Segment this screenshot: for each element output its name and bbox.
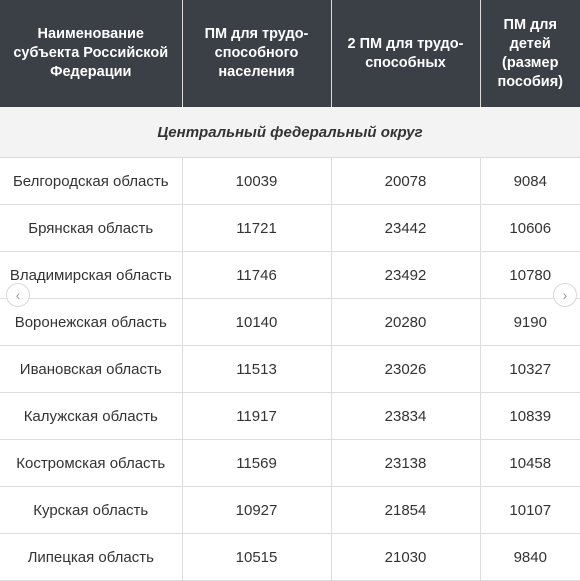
cell-region: Костромская область [0,439,183,487]
cell-pm-children: 9084 [480,157,580,205]
cell-2pm-working: 23492 [331,251,481,299]
section-title: Центральный федеральный округ [0,107,580,158]
table-row: Брянская область 11721 23442 10606 [0,204,580,252]
table-row: Калужская область 11917 23834 10839 [0,392,580,440]
cell-region: Липецкая область [0,533,183,581]
cell-pm-children: 10327 [480,345,580,393]
cell-pm-children: 10107 [480,486,580,534]
header-row: Наименование субъекта Российской Федерац… [0,0,580,107]
header-pm-children: ПМ для детей (размер пособия) [480,0,580,107]
header-region: Наименование субъекта Российской Федерац… [0,0,183,107]
table-row: Белгородская область 10039 20078 9084 [0,157,580,205]
cell-pm-working: 11569 [182,439,332,487]
table-body: Центральный федеральный округ Белгородск… [0,107,580,581]
table-row: Курская область 10927 21854 10107 [0,486,580,534]
cell-pm-children: 9840 [480,533,580,581]
cell-pm-working: 10140 [182,298,332,346]
table-row: Костромская область 11569 23138 10458 [0,439,580,487]
table-row: Воронежская область 10140 20280 9190 [0,298,580,346]
cell-region: Курская область [0,486,183,534]
table-row: Владимирская область 11746 23492 10780 [0,251,580,299]
header-2pm-working: 2 ПМ для трудо- способных [331,0,481,107]
cell-pm-working: 11721 [182,204,332,252]
cell-2pm-working: 21854 [331,486,481,534]
cell-pm-working: 10039 [182,157,332,205]
cell-2pm-working: 23026 [331,345,481,393]
cell-pm-children: 10458 [480,439,580,487]
cell-pm-children: 10606 [480,204,580,252]
cell-region: Белгородская область [0,157,183,205]
cell-pm-working: 11513 [182,345,332,393]
cell-region: Владимирская область [0,251,183,299]
cell-2pm-working: 23442 [331,204,481,252]
table-row: Липецкая область 10515 21030 9840 [0,533,580,581]
chevron-left-icon: ‹ [15,287,21,303]
cell-region: Брянская область [0,204,183,252]
cell-2pm-working: 21030 [331,533,481,581]
section-row: Центральный федеральный округ [0,107,580,158]
carousel-next-button[interactable]: › [553,283,577,307]
carousel-prev-button[interactable]: ‹ [6,283,30,307]
cell-region: Воронежская область [0,298,183,346]
cell-2pm-working: 20280 [331,298,481,346]
cell-2pm-working: 20078 [331,157,481,205]
cell-pm-working: 11917 [182,392,332,440]
cell-2pm-working: 23138 [331,439,481,487]
table-row: Ивановская область 11513 23026 10327 [0,345,580,393]
cell-pm-working: 11746 [182,251,332,299]
cell-pm-working: 10927 [182,486,332,534]
chevron-right-icon: › [562,287,568,303]
cell-pm-children: 10839 [480,392,580,440]
cell-2pm-working: 23834 [331,392,481,440]
cell-region: Калужская область [0,392,183,440]
cell-pm-working: 10515 [182,533,332,581]
header-pm-working: ПМ для трудо- способного населения [182,0,332,107]
table-header: Наименование субъекта Российской Федерац… [0,0,580,107]
cell-region: Ивановская область [0,345,183,393]
